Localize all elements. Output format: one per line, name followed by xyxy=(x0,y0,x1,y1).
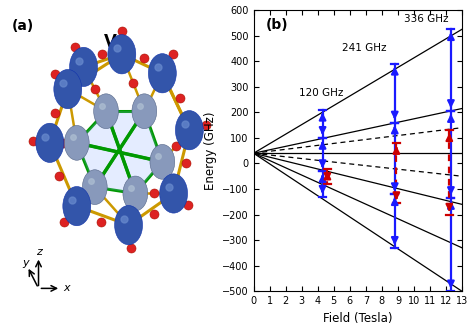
Circle shape xyxy=(54,70,82,109)
Circle shape xyxy=(82,170,107,204)
Circle shape xyxy=(115,205,143,245)
Text: (b): (b) xyxy=(266,18,289,32)
Text: 120 GHz: 120 GHz xyxy=(299,88,343,98)
Text: z: z xyxy=(36,247,41,257)
X-axis label: Field (Tesla): Field (Tesla) xyxy=(323,312,392,325)
Circle shape xyxy=(108,35,136,74)
Text: 336 GHz: 336 GHz xyxy=(404,14,449,24)
Circle shape xyxy=(64,126,89,160)
Circle shape xyxy=(148,54,176,93)
Text: x: x xyxy=(64,283,70,293)
Polygon shape xyxy=(77,111,162,193)
Circle shape xyxy=(94,94,118,129)
Circle shape xyxy=(36,123,64,163)
Circle shape xyxy=(63,186,91,226)
Circle shape xyxy=(70,47,98,87)
Text: 241 GHz: 241 GHz xyxy=(342,43,386,53)
Text: $\mathbf{V}_{15}$: $\mathbf{V}_{15}$ xyxy=(103,32,132,52)
Text: y: y xyxy=(23,258,29,268)
Circle shape xyxy=(175,111,203,150)
Text: (a): (a) xyxy=(11,19,34,34)
Circle shape xyxy=(123,176,148,211)
Circle shape xyxy=(150,145,175,179)
Y-axis label: Energy (GHz): Energy (GHz) xyxy=(203,112,217,190)
Circle shape xyxy=(132,94,157,129)
Circle shape xyxy=(160,174,188,213)
